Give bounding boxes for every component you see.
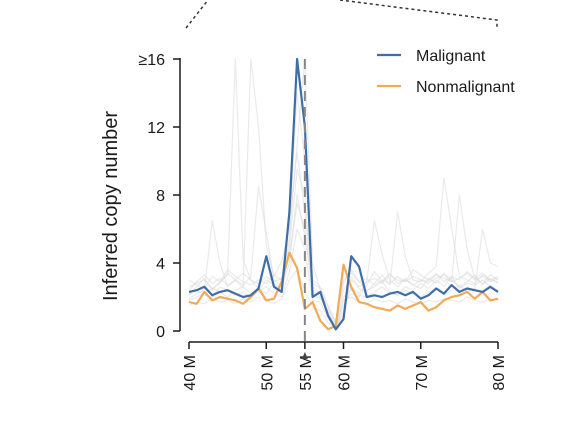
background-line-5: [188, 228, 499, 329]
x-tick-label: 80 M: [491, 355, 508, 391]
x-tick-label: 55 M: [298, 355, 315, 391]
legend-label-malignant: Malignant: [416, 48, 486, 65]
marker-arrow-icon: [301, 352, 308, 359]
series-line-nonmalignant: [188, 251, 499, 331]
legend: Malignant Nonmalignant: [377, 48, 515, 96]
background-line-1: [188, 58, 499, 322]
zoom-connector: [185, 0, 498, 29]
highlight-marker: [301, 59, 308, 359]
x-tick-label: 50 M: [259, 355, 276, 391]
background-lines: [188, 58, 499, 330]
legend-label-nonmalignant: Nonmalignant: [416, 79, 515, 96]
y-axis-title: Inferred copy number: [100, 111, 122, 301]
x-axis: 40 M 50 M 55 M 60 M 70 M 80 M: [182, 341, 508, 391]
x-tick-label: 60 M: [337, 355, 354, 391]
series-line-malignant: [188, 57, 499, 331]
background-line-2: [188, 58, 499, 325]
y-tick-label: 12: [147, 120, 165, 137]
x-tick-label: 40 M: [182, 355, 199, 391]
y-tick-label: ≥16: [138, 52, 165, 69]
y-axis: 0 4 8 12 ≥16: [138, 52, 181, 341]
x-tick-label: 70 M: [414, 355, 431, 391]
main-series: [188, 57, 499, 331]
background-line-8: [188, 202, 499, 327]
y-tick-label: 0: [156, 324, 165, 341]
y-tick-label: 8: [156, 188, 165, 205]
background-line-6: [188, 151, 499, 324]
y-tick-label: 4: [156, 256, 165, 273]
